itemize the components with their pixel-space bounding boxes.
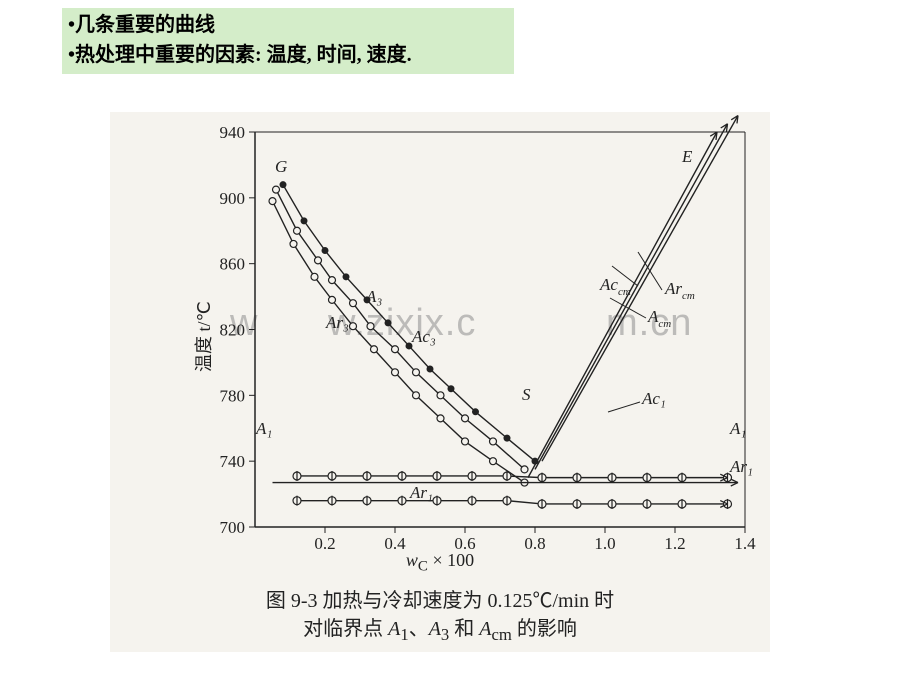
svg-text:940: 940 (220, 123, 246, 142)
svg-text:860: 860 (220, 255, 246, 274)
figure-caption-line1: 图 9-3 加热与冷却速度为 0.125℃/min 时 (110, 584, 770, 613)
svg-text:780: 780 (220, 386, 246, 405)
svg-text:E: E (681, 147, 693, 166)
x-axis-label: wC × 100 (110, 550, 770, 576)
svg-text:Ar₃: Ar₃ (325, 313, 349, 332)
bullet-2: •热处理中重要的因素: 温度, 时间, 速度. (68, 40, 508, 70)
svg-text:S: S (522, 385, 531, 404)
svg-text:820: 820 (220, 321, 246, 340)
svg-text:A₁: A₁ (729, 419, 746, 438)
svg-text:Ar₁: Ar₁ (729, 457, 753, 476)
svg-text:700: 700 (220, 518, 246, 537)
svg-text:Ac₃: Ac₃ (411, 327, 436, 346)
svg-text:740: 740 (220, 452, 246, 471)
svg-text:Ar₁: Ar₁ (409, 483, 433, 502)
svg-text:G: G (275, 157, 287, 176)
svg-text:A₁: A₁ (255, 419, 272, 438)
figure-caption-line2: 对临界点 A1、A3 和 Acm 的影响 (110, 612, 770, 645)
svg-text:Acm: Acm (647, 307, 671, 330)
figure-9-3: w w.zixix.c m.cn 温度 t/℃ 7007407808208609… (110, 112, 770, 652)
svg-text:Accm: Accm (599, 275, 631, 298)
svg-text:900: 900 (220, 189, 246, 208)
header-highlight: •几条重要的曲线 •热处理中重要的因素: 温度, 时间, 速度. (62, 8, 514, 74)
svg-text:Ac₁: Ac₁ (641, 389, 666, 408)
svg-text:Arcm: Arcm (664, 279, 695, 302)
chart-plot: 7007407808208609009400.20.40.60.81.01.21… (110, 112, 770, 572)
svg-text:A₃: A₃ (365, 287, 382, 306)
bullet-1: •几条重要的曲线 (68, 10, 508, 40)
